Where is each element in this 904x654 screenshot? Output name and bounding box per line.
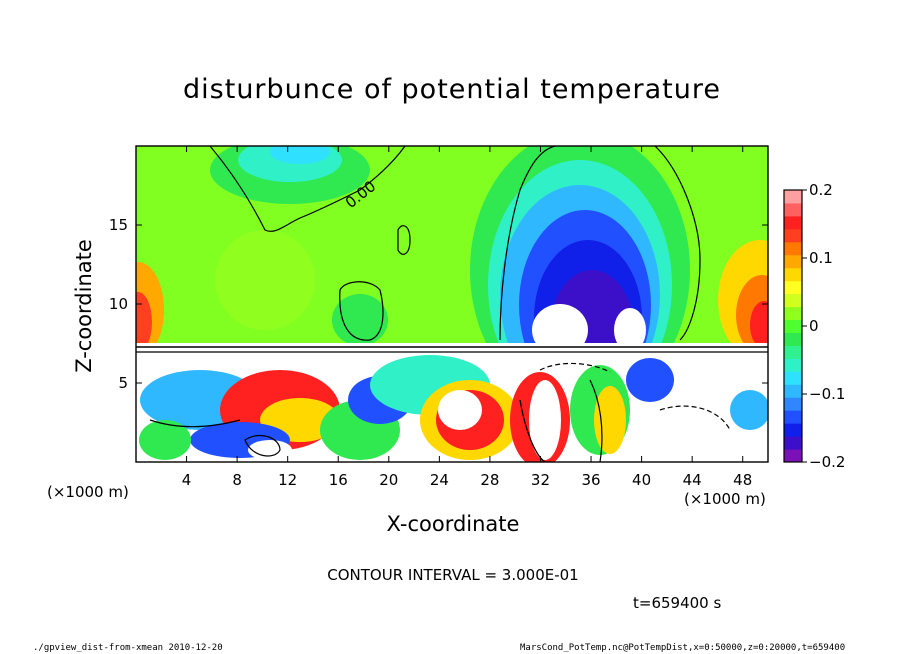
contour-small [397,225,411,255]
x-unit-label-left: (×1000 m) [47,483,129,501]
contour-blob [339,281,384,341]
contour-lower-2 [589,379,603,462]
colorbar-swatch [784,241,802,256]
colorbar-swatch [784,293,802,308]
colorbar-swatch [784,319,802,333]
colorbar-swatch [784,267,802,282]
y-tick-label: 15 [109,216,128,234]
colorbar-swatch [784,384,802,398]
x-tick-label: 48 [733,471,752,489]
colorbar-tick-label: −0.1 [809,385,845,403]
colorbar-swatch [784,228,802,243]
footer-left: ./gpview_dist-from-xmean 2010-12-20 [33,643,223,653]
contour-lines [136,146,768,462]
colorbar-tick-label: 0.1 [809,249,833,267]
x-unit-label-right: (×1000 m) [684,490,766,508]
colorbar-swatch [784,423,802,437]
contour-lower-3 [149,419,241,428]
contour-lower-4 [244,435,281,457]
contour-lower-5 [659,405,731,431]
contour-interval-text: CONTOUR INTERVAL = 3.000E-01 [327,566,579,584]
colorbar [784,190,802,463]
x-axis-label: X-coordinate [386,512,520,536]
contour-lower-6 [539,362,611,373]
colorbar-swatch [784,190,802,204]
contour-upper-left [209,146,406,232]
colorbar-swatch [784,306,802,321]
x-tick-label: 44 [683,471,702,489]
colorbar-swatch [784,397,802,411]
chart-title: disturbunce of potential temperature [183,74,721,105]
heatmap-field [136,146,768,462]
colorbar-swatch [784,410,802,424]
colorbar-swatch [784,215,802,230]
y-axis-label: Z-coordinate [72,239,96,373]
contour-dome-left [499,146,556,341]
x-tick-label: 40 [632,471,651,489]
colorbar-tick-label: 0 [809,317,819,335]
colorbar-tick-label: 0.2 [809,181,833,199]
y-tick-label: 5 [118,374,128,392]
y-axis-ticks: 5 10 15 [109,216,768,392]
colorbar-swatch [784,280,802,295]
y-tick-label: 10 [109,295,128,313]
x-tick-label: 16 [329,471,348,489]
x-tick-label: 32 [531,471,550,489]
colorbar-swatch [784,449,802,463]
footer-right: MarsCond_PotTemp.nc@PotTempDist,x=0:5000… [520,643,846,653]
colorbar-swatch [784,358,802,372]
x-tick-label: 20 [379,471,398,489]
time-stamp: t=659400 s [633,594,722,612]
x-tick-label: 12 [278,471,297,489]
contour-lower-1 [519,399,546,462]
colorbar-swatch [784,345,802,359]
x-axis-ticks: 4 8 12 16 20 24 28 32 36 40 44 48 [182,146,752,489]
colorbar-tick-label: −0.2 [809,453,845,471]
colorbar-swatch [784,371,802,385]
x-tick-label: 36 [581,471,600,489]
colorbar-swatch [784,332,802,346]
colorbar-swatch [784,254,802,269]
colorbar-ticks: 0.2 0.1 0 −0.1 −0.2 [802,181,845,471]
x-tick-label: 4 [182,471,192,489]
colorbar-swatch [784,202,802,217]
colorbar-swatch [784,436,802,450]
x-tick-label: 24 [430,471,449,489]
x-tick-label: 28 [480,471,499,489]
x-tick-label: 8 [232,471,242,489]
contour-dome-right [654,146,701,341]
